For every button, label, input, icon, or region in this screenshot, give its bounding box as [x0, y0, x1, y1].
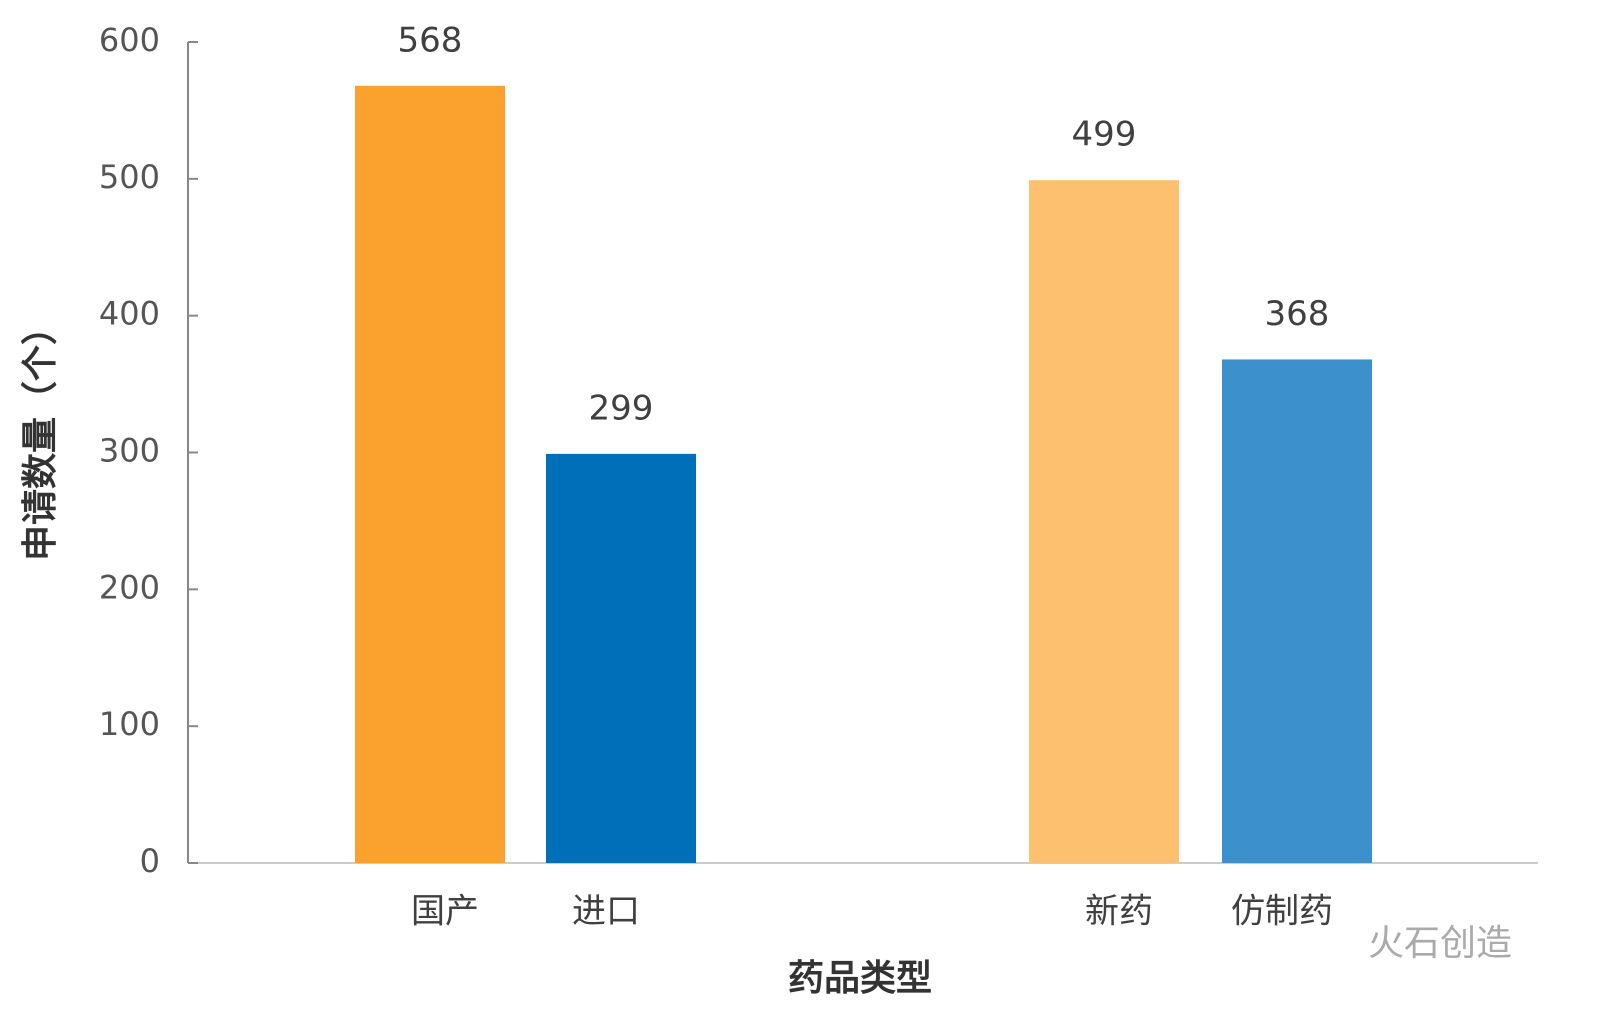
x-axis-title: 药品类型 — [788, 958, 932, 999]
y-tick-label: 300 — [99, 432, 160, 470]
x-tick-label: 仿制药 — [1231, 892, 1333, 932]
y-tick-label: 500 — [99, 158, 160, 196]
y-tick-label: 600 — [99, 21, 160, 59]
watermark: 火石创造 — [1368, 923, 1512, 964]
value-label: 499 — [1072, 115, 1137, 155]
x-tick-label: 国产 — [411, 892, 479, 932]
bar — [355, 85, 505, 863]
x-tick-label: 进口 — [572, 892, 640, 932]
y-tick-label: 200 — [99, 568, 160, 606]
value-label: 299 — [589, 388, 654, 428]
value-label: 368 — [1265, 294, 1330, 334]
value-label: 568 — [398, 20, 463, 60]
bar — [546, 453, 696, 863]
bar — [1222, 359, 1372, 863]
y-tick-label: 100 — [99, 705, 160, 743]
y-tick-label: 0 — [140, 842, 160, 880]
y-tick-label: 400 — [99, 295, 160, 333]
y-axis-title: 申请数量（个） — [20, 309, 61, 561]
x-tick-label: 新药 — [1085, 892, 1153, 932]
bar — [1029, 180, 1179, 863]
